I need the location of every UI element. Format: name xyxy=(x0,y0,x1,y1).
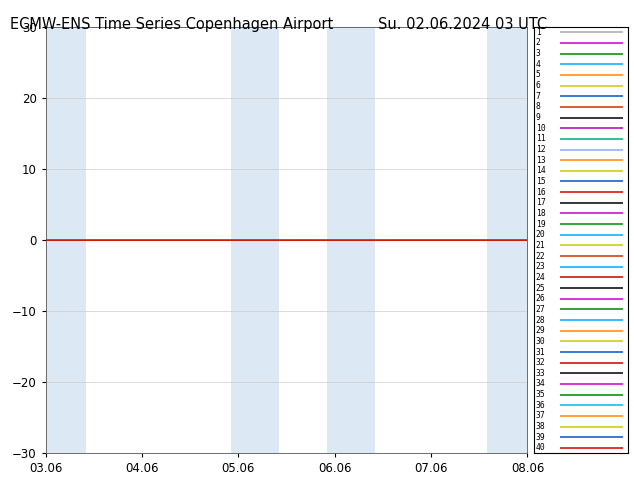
Text: 33: 33 xyxy=(536,369,545,378)
Text: 21: 21 xyxy=(536,241,545,250)
Text: 27: 27 xyxy=(536,305,545,314)
Text: ECMW-ENS Time Series Copenhagen Airport: ECMW-ENS Time Series Copenhagen Airport xyxy=(10,17,333,32)
Text: 14: 14 xyxy=(536,166,545,175)
Text: 8: 8 xyxy=(536,102,541,111)
Bar xyxy=(487,27,527,453)
Text: 22: 22 xyxy=(536,251,545,261)
Text: 29: 29 xyxy=(536,326,545,335)
Text: 25: 25 xyxy=(536,284,545,293)
Text: 35: 35 xyxy=(536,390,545,399)
Text: 28: 28 xyxy=(536,316,545,324)
Text: 16: 16 xyxy=(536,188,545,196)
Text: 9: 9 xyxy=(536,113,541,122)
Text: 34: 34 xyxy=(536,379,545,389)
Text: 19: 19 xyxy=(536,220,545,229)
Text: Su. 02.06.2024 03 UTC: Su. 02.06.2024 03 UTC xyxy=(378,17,547,32)
Bar xyxy=(46,27,86,453)
Text: 30: 30 xyxy=(536,337,545,346)
Text: 4: 4 xyxy=(536,60,541,69)
Text: 32: 32 xyxy=(536,358,545,367)
Text: 38: 38 xyxy=(536,422,545,431)
Text: 6: 6 xyxy=(536,81,541,90)
Text: 40: 40 xyxy=(536,443,545,452)
Text: 24: 24 xyxy=(536,273,545,282)
Text: 11: 11 xyxy=(536,134,545,144)
Text: 5: 5 xyxy=(536,71,541,79)
Text: 17: 17 xyxy=(536,198,545,207)
Bar xyxy=(231,27,279,453)
Text: 2: 2 xyxy=(536,38,541,48)
Text: 1: 1 xyxy=(536,28,541,37)
Text: 37: 37 xyxy=(536,412,545,420)
Text: 7: 7 xyxy=(536,92,541,101)
Text: 39: 39 xyxy=(536,433,545,442)
Bar xyxy=(327,27,375,453)
Text: 13: 13 xyxy=(536,156,545,165)
Text: 20: 20 xyxy=(536,230,545,239)
Text: 15: 15 xyxy=(536,177,545,186)
Text: 23: 23 xyxy=(536,262,545,271)
Text: 12: 12 xyxy=(536,145,545,154)
Text: 3: 3 xyxy=(536,49,541,58)
Text: 31: 31 xyxy=(536,347,545,357)
Text: 26: 26 xyxy=(536,294,545,303)
Text: 18: 18 xyxy=(536,209,545,218)
Text: 10: 10 xyxy=(536,123,545,133)
Text: 36: 36 xyxy=(536,401,545,410)
